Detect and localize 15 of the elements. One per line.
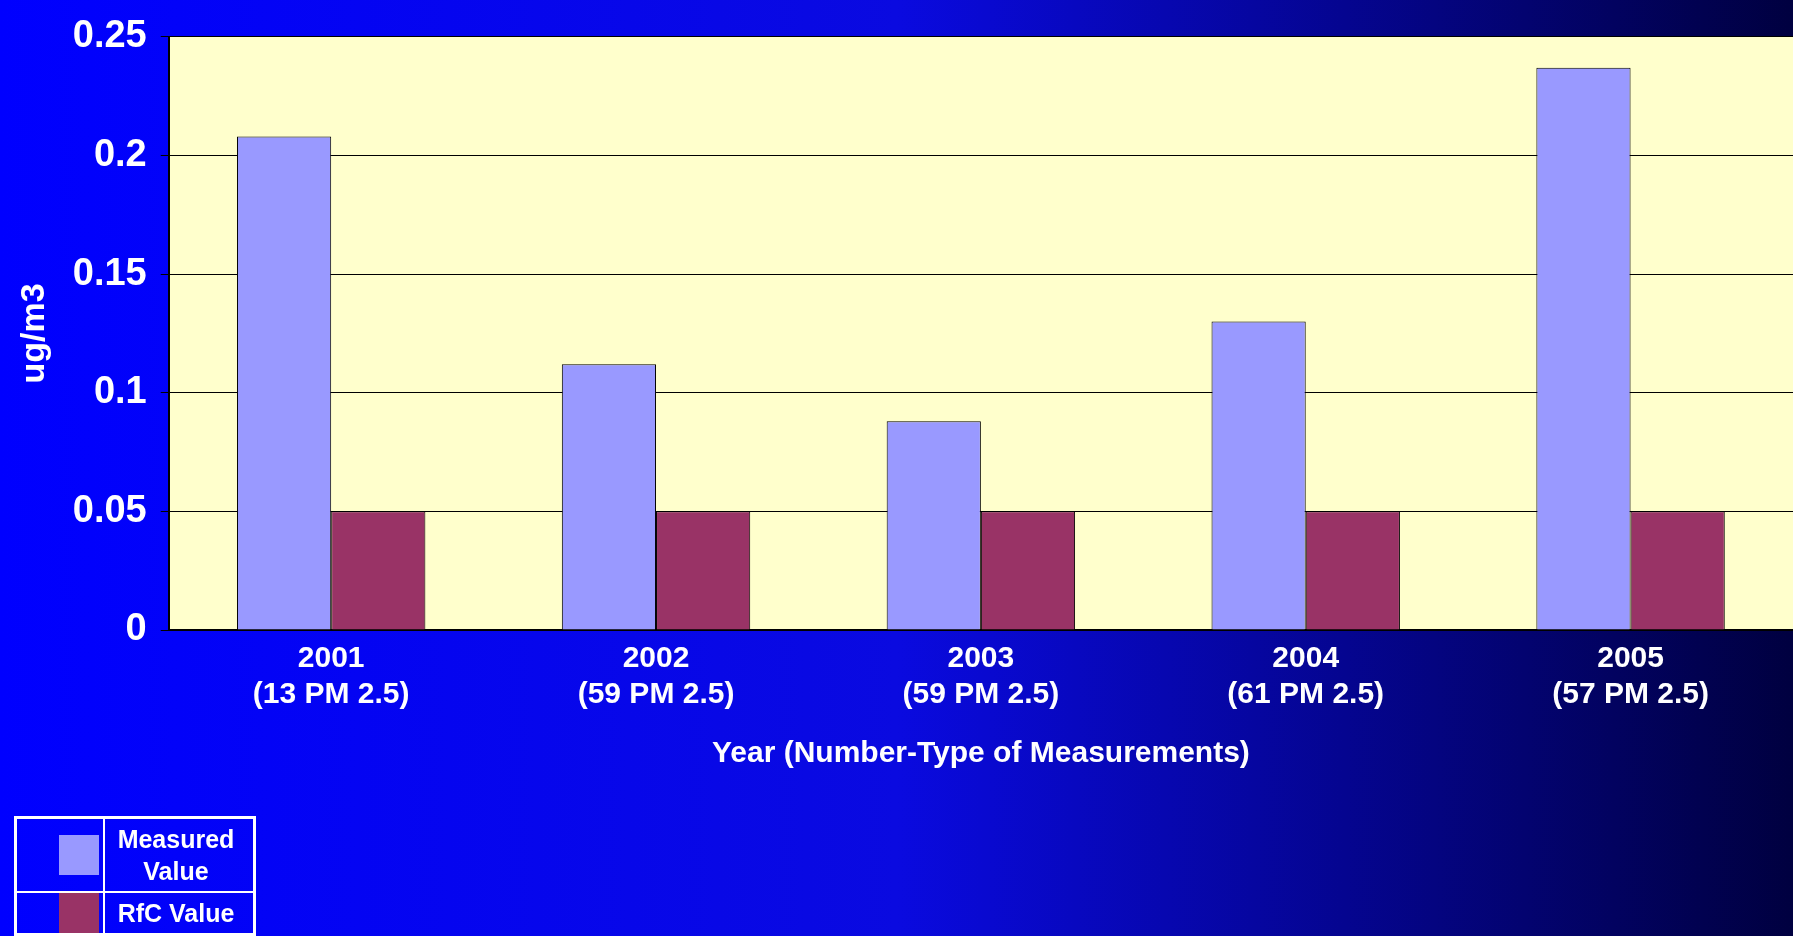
x-tick-label: 2002 (59 PM 2.5) xyxy=(577,640,735,710)
y-tick-label: 0.15 xyxy=(72,250,147,293)
y-axis-title: ug/m3 xyxy=(12,283,51,384)
y-tick-label: 0.25 xyxy=(72,13,147,56)
y-tick-label: 0.05 xyxy=(72,487,147,530)
x-axis-title: Year (Number-Type of Measurements) xyxy=(711,735,1250,769)
y-tick-label: 0.1 xyxy=(93,369,147,412)
x-tick-label: 2005 (57 PM 2.5) xyxy=(1552,640,1709,710)
legend-label: Measured Value xyxy=(117,825,235,885)
x-tick-label: 2001 (13 PM 2.5) xyxy=(252,640,410,710)
legend-label: RfC Value xyxy=(117,899,235,927)
y-tick-label: 0.2 xyxy=(93,131,147,174)
x-tick-label: 2004 (61 PM 2.5) xyxy=(1227,640,1385,710)
x-tick-label: 2003 (59 PM 2.5) xyxy=(902,640,1060,710)
y-tick-label: 0 xyxy=(125,606,147,649)
